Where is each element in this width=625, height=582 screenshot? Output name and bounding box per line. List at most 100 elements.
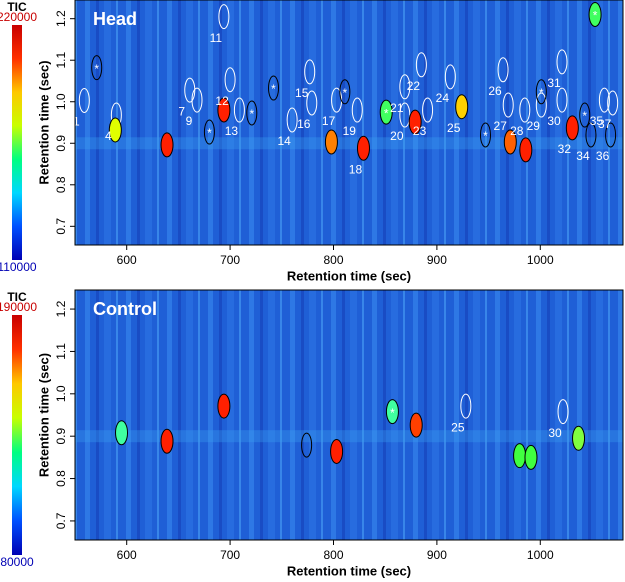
peak-outline — [585, 122, 597, 148]
peak-spot — [409, 412, 423, 438]
y-tick-label: 0.8 — [54, 470, 68, 487]
peak-outline — [535, 79, 547, 105]
peak-outline — [351, 97, 363, 123]
peak-label: 21 — [390, 101, 404, 115]
peak-label: 30 — [547, 114, 561, 128]
peak-outline — [399, 74, 411, 100]
x-tick-label: 900 — [427, 253, 447, 267]
peak-label: * — [207, 126, 212, 140]
peak-spot — [379, 99, 393, 125]
peak-outline — [579, 102, 591, 128]
x-tick-label: 900 — [427, 548, 447, 562]
peak-outline — [607, 90, 619, 116]
peak-label: 28 — [510, 124, 524, 138]
peak-spot — [455, 94, 469, 120]
peak-label: 15 — [295, 86, 309, 100]
peak-label: 20 — [390, 129, 404, 143]
peak-outline — [444, 64, 456, 90]
peak-label: * — [384, 106, 389, 120]
peak-outline — [605, 122, 617, 148]
peak-label: * — [271, 82, 276, 96]
peak-label: 30 — [548, 426, 562, 440]
x-axis-label: Retention time (sec) — [287, 268, 411, 283]
colorbar — [12, 25, 22, 260]
peak-outline — [479, 122, 491, 148]
y-tick-label: 0.7 — [54, 218, 68, 235]
peak-label: 22 — [407, 79, 421, 93]
peak-label: 31 — [547, 76, 561, 90]
peak-outline — [535, 92, 547, 118]
peak-outline — [306, 90, 318, 116]
x-tick-label: 700 — [220, 548, 240, 562]
peak-spot — [324, 129, 338, 155]
peak-label: 1 — [73, 115, 80, 129]
x-tick-label: 1000 — [527, 253, 554, 267]
peak-label: 14 — [277, 134, 291, 148]
y-tick-label: 0.8 — [54, 176, 68, 193]
peak-spot — [160, 132, 174, 158]
peak-outline — [286, 107, 298, 133]
y-tick-label: 0.9 — [54, 428, 68, 445]
baseline-band — [75, 137, 623, 150]
peak-label: 11 — [210, 31, 223, 45]
y-tick-label: 1.1 — [54, 343, 68, 360]
peak-spot — [356, 135, 370, 161]
peak-outline — [224, 67, 236, 93]
peak-spot — [503, 129, 517, 155]
peak-outline — [556, 49, 568, 75]
peak-outline — [218, 4, 230, 30]
y-axis-label: Retention time (sec) — [36, 353, 51, 477]
peak-outline — [191, 87, 203, 113]
peak-label: * — [483, 129, 488, 143]
colorbar — [12, 315, 22, 555]
x-axis-label: Retention time (sec) — [287, 563, 411, 578]
colorbar-min: 110000 — [0, 260, 37, 274]
x-tick-label: 1000 — [527, 548, 554, 562]
heatmap-background — [75, 0, 623, 245]
peak-spot — [588, 2, 602, 28]
chart-title: Head — [93, 9, 137, 29]
x-tick-label: 800 — [323, 548, 343, 562]
peak-label: 25 — [451, 420, 465, 434]
peak-spot — [160, 428, 174, 454]
peak-label: * — [390, 406, 395, 420]
peak-label: * — [94, 62, 99, 76]
peak-label: 37 — [598, 117, 612, 131]
peak-label: 4 — [105, 129, 112, 143]
colorbar-max: 190000 — [0, 300, 37, 314]
peak-outline — [301, 432, 313, 458]
peak-spot — [565, 115, 579, 141]
y-tick-label: 1.0 — [54, 93, 68, 110]
colorbar-label: TIC — [7, 0, 27, 14]
x-tick-label: 700 — [220, 253, 240, 267]
y-tick-label: 1.0 — [54, 385, 68, 402]
peak-outline — [78, 87, 90, 113]
peak-outline — [422, 97, 434, 123]
plot-area: * — [75, 393, 623, 470]
peak-label: * — [343, 86, 348, 100]
peak-outline — [460, 393, 472, 419]
y-tick-label: 1.2 — [54, 300, 68, 317]
peak-spot — [217, 393, 231, 419]
peak-label: 19 — [343, 124, 357, 138]
x-tick-label: 600 — [117, 253, 137, 267]
chart-title: Control — [93, 299, 157, 319]
peak-label: * — [582, 109, 587, 123]
x-tick-label: 800 — [323, 253, 343, 267]
peak-label: 34 — [576, 149, 590, 163]
peak-outline — [598, 87, 610, 113]
peak-outline — [268, 75, 280, 101]
y-tick-label: 1.2 — [54, 10, 68, 27]
peak-spot — [513, 443, 527, 469]
peak-outline — [91, 55, 103, 81]
x-tick-label: 600 — [117, 548, 137, 562]
peak-label: 36 — [596, 149, 610, 163]
heatmap-background — [75, 290, 623, 540]
peak-label: 32 — [558, 142, 572, 156]
plot-area: * * * * * * * * * * — [75, 2, 623, 163]
peak-outline — [497, 57, 509, 83]
peak-outline — [556, 87, 568, 113]
peak-outline — [519, 97, 531, 123]
peak-outline — [502, 92, 514, 118]
